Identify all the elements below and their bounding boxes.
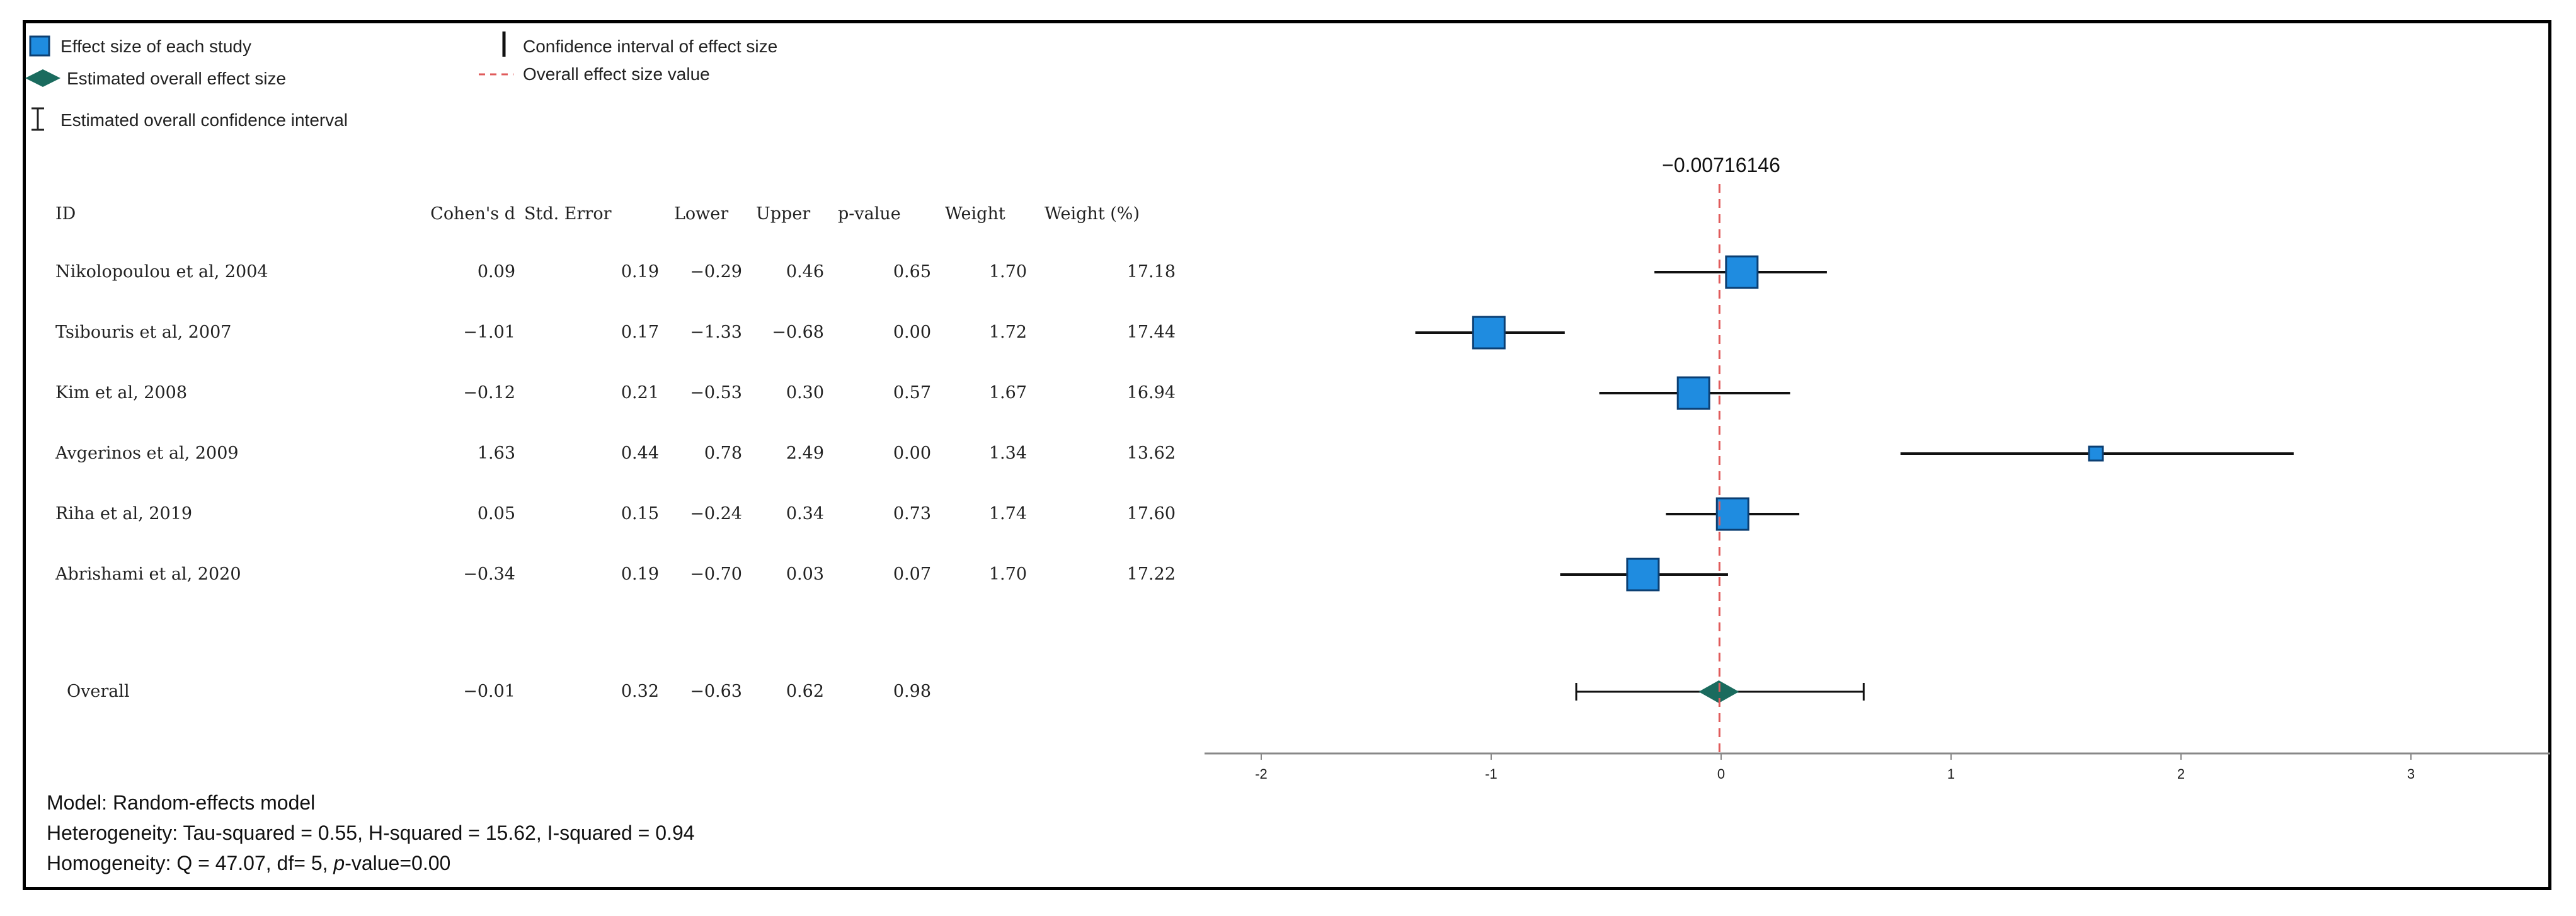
cell-overall-lower: −0.63 <box>690 682 742 701</box>
col-header-upper: Upper <box>756 204 810 224</box>
cell-overall-p-value: 0.98 <box>893 682 931 701</box>
cell-overall-id: Overall <box>67 682 130 701</box>
cell-id: Nikolopoulou et al, 2004 <box>55 262 268 282</box>
homogeneity-text: Homogeneity: Q = 47.07, df= 5, p-value=0… <box>47 852 450 874</box>
cell-weight: 1.70 <box>989 564 1027 584</box>
cell-weight-pct: 13.62 <box>1127 444 1176 463</box>
cell-p-value: 0.73 <box>893 504 931 524</box>
study-effect-square <box>1715 497 1749 531</box>
cell-id: Kim et al, 2008 <box>55 383 187 403</box>
x-axis-tick-label: 0 <box>1717 766 1725 782</box>
overall-value-label: −0.00716146 <box>1662 154 1780 176</box>
cell-overall-upper: 0.62 <box>786 682 824 701</box>
cell-upper: 0.30 <box>786 383 824 403</box>
x-axis-tick-label: 1 <box>1947 766 1955 782</box>
cell-upper: 0.34 <box>786 504 824 524</box>
cell-id: Avgerinos et al, 2009 <box>55 444 239 463</box>
cell-weight-pct: 17.60 <box>1127 504 1176 524</box>
cell-cohens-d: 0.09 <box>478 262 515 282</box>
cell-cohens-d: −1.01 <box>463 323 515 342</box>
cell-weight: 1.34 <box>989 444 1027 463</box>
cell-upper: 0.46 <box>786 262 824 282</box>
col-header-id: ID <box>55 204 76 224</box>
study-effect-square <box>1472 316 1506 350</box>
cell-weight: 1.74 <box>989 504 1027 524</box>
cell-overall-std-error: 0.32 <box>621 682 659 701</box>
x-axis-tick-label: -2 <box>1255 766 1268 782</box>
col-header-weight-pct: Weight (%) <box>1045 204 1140 224</box>
study-effect-square <box>1626 558 1660 592</box>
cell-cohens-d: −0.34 <box>463 564 515 584</box>
cell-id: Tsibouris et al, 2007 <box>55 323 231 342</box>
table-rows: Nikolopoulou et al, 2004 0.09 0.19 −0.29 0.4… <box>55 262 1176 701</box>
cell-std-error: 0.44 <box>621 444 659 463</box>
col-header-lower: Lower <box>674 204 728 224</box>
cell-lower: −0.29 <box>690 262 742 282</box>
cell-p-value: 0.57 <box>893 383 931 403</box>
heterogeneity-text: Heterogeneity: Tau-squared = 0.55, H-squ… <box>47 822 695 844</box>
cell-lower: −1.33 <box>690 323 742 342</box>
cell-lower: −0.53 <box>690 383 742 403</box>
cell-lower: −0.24 <box>690 504 742 524</box>
cell-std-error: 0.19 <box>621 564 659 584</box>
cell-weight: 1.72 <box>989 323 1027 342</box>
legend-study-ci-label: Confidence interval of effect size <box>523 37 777 56</box>
plot-marks <box>1415 184 2294 753</box>
legend-overall-effect-label: Estimated overall effect size <box>67 69 286 88</box>
cell-weight: 1.70 <box>989 262 1027 282</box>
cell-std-error: 0.21 <box>621 383 659 403</box>
legend-study-square-icon <box>29 35 50 57</box>
study-effect-square <box>1676 376 1710 410</box>
model-text: Model: Random-effects model <box>47 791 315 814</box>
homogeneity-p: p <box>333 852 345 874</box>
legend-overall-ci-icon <box>31 107 44 131</box>
col-header-std-error: Std. Error <box>524 204 612 224</box>
cell-std-error: 0.19 <box>621 262 659 282</box>
footer: Model: Random-effects model Heterogeneit… <box>47 791 695 874</box>
x-axis-tick-label: 2 <box>2177 766 2185 782</box>
cell-cohens-d: 1.63 <box>478 444 515 463</box>
cell-upper: −0.68 <box>772 323 824 342</box>
cell-cohens-d: 0.05 <box>478 504 515 524</box>
legend: Effect size of each study Estimated over… <box>25 31 777 131</box>
cell-p-value: 0.00 <box>893 323 931 342</box>
legend-overall-line-label: Overall effect size value <box>523 64 710 84</box>
x-axis-tick-label: -1 <box>1485 766 1497 782</box>
homogeneity-prefix: Homogeneity: Q = 47.07, df= 5, <box>47 852 333 874</box>
cell-id: Riha et al, 2019 <box>55 504 192 524</box>
legend-study-effect-label: Effect size of each study <box>60 37 251 56</box>
col-header-p-value: p-value <box>838 204 901 224</box>
table-header: ID Cohen's d Std. Error Lower Upper p-va… <box>55 204 1140 224</box>
study-effect-square <box>2088 445 2104 462</box>
col-header-weight: Weight <box>945 204 1005 224</box>
cell-weight-pct: 17.22 <box>1127 564 1176 584</box>
cell-overall-cohens-d: −0.01 <box>463 682 515 701</box>
col-header-cohens-d: Cohen's d <box>430 204 515 224</box>
cell-weight: 1.67 <box>989 383 1027 403</box>
x-axis: -2 -1 0 1 2 3 <box>1205 752 2550 782</box>
cell-weight-pct: 17.44 <box>1127 323 1176 342</box>
cell-weight-pct: 16.94 <box>1127 383 1176 403</box>
cell-upper: 2.49 <box>786 444 824 463</box>
cell-p-value: 0.65 <box>893 262 931 282</box>
cell-std-error: 0.17 <box>621 323 659 342</box>
legend-diamond-icon <box>25 69 60 87</box>
cell-std-error: 0.15 <box>621 504 659 524</box>
homogeneity-suffix: -value=0.00 <box>345 852 450 874</box>
cell-p-value: 0.00 <box>893 444 931 463</box>
cell-cohens-d: −0.12 <box>463 383 515 403</box>
x-axis-tick-label: 3 <box>2407 766 2415 782</box>
study-effect-square <box>1725 255 1759 289</box>
cell-upper: 0.03 <box>786 564 824 584</box>
legend-overall-ci-label: Estimated overall confidence interval <box>60 110 348 130</box>
cell-p-value: 0.07 <box>893 564 931 584</box>
cell-id: Abrishami et al, 2020 <box>55 564 241 584</box>
forest-plot-frame <box>23 20 2551 890</box>
cell-lower: 0.78 <box>704 444 742 463</box>
cell-weight-pct: 17.18 <box>1127 262 1176 282</box>
cell-lower: −0.70 <box>690 564 742 584</box>
